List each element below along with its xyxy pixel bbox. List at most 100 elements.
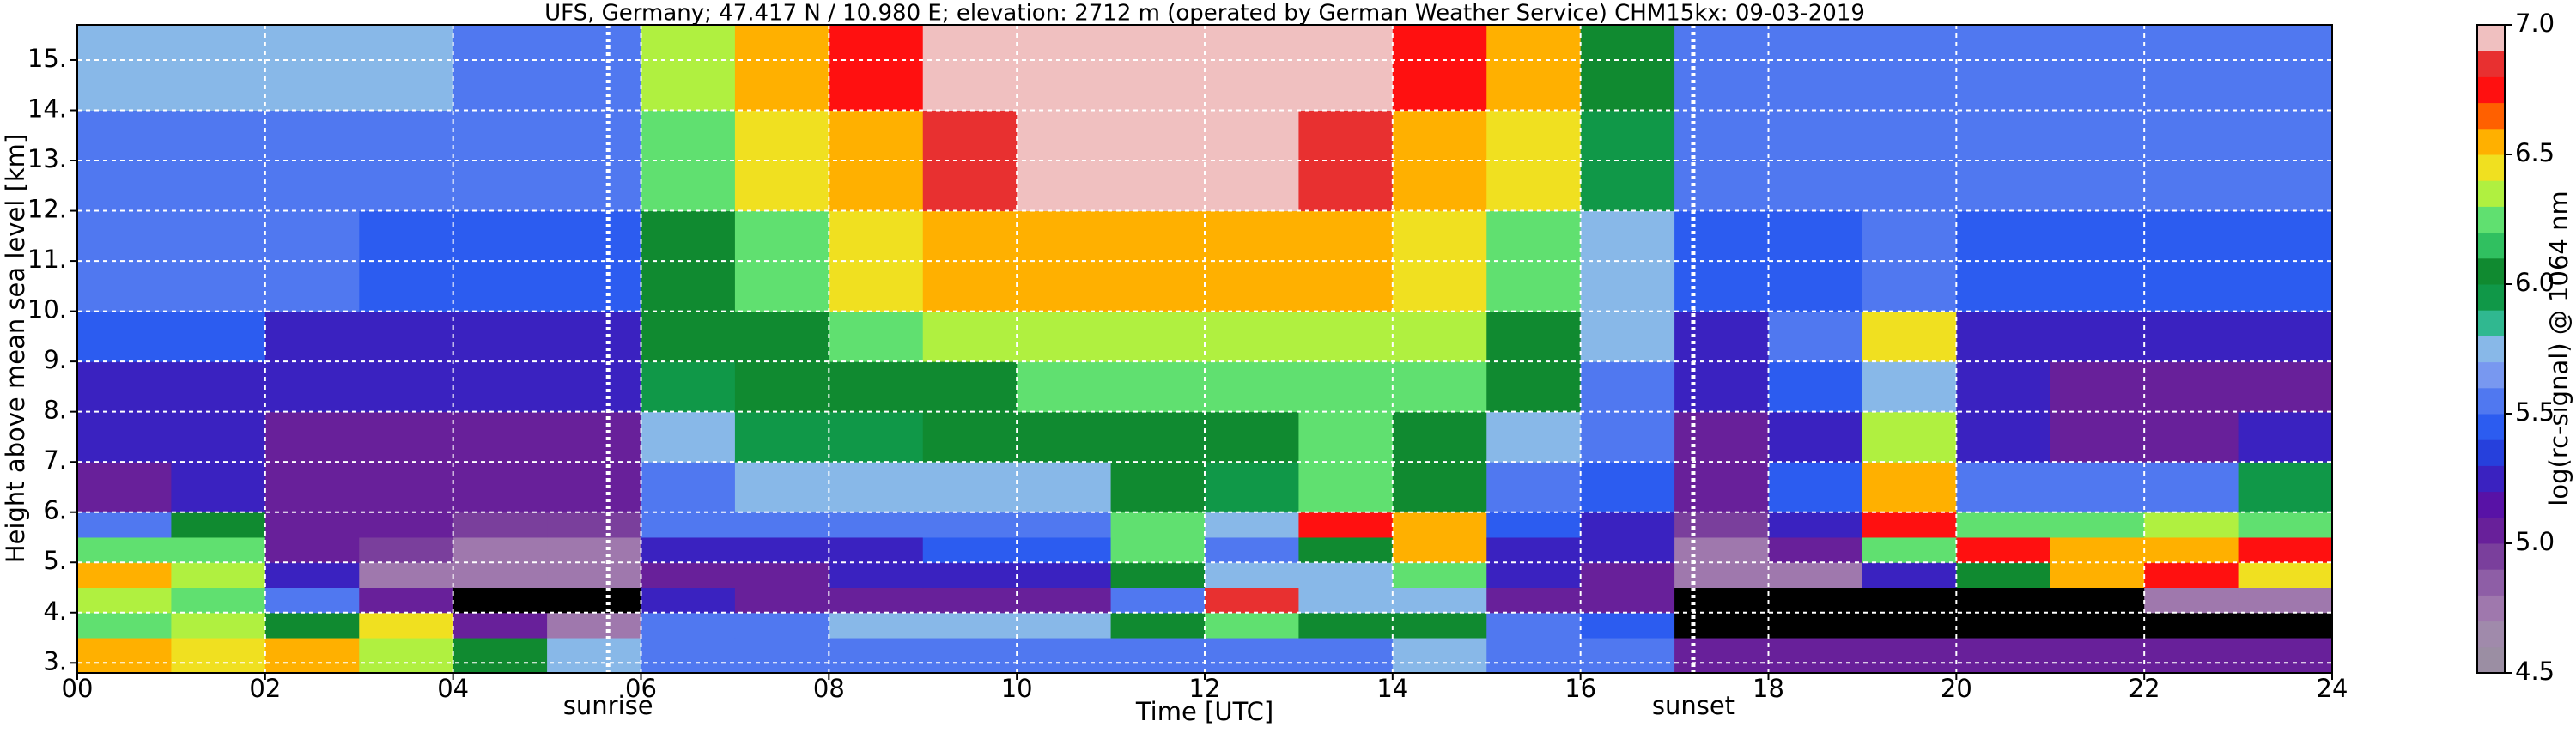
x-tick-label: 06 [625, 674, 657, 703]
heatmap-cell [1486, 25, 1582, 111]
heatmap-cell [359, 411, 454, 463]
heatmap-cell [547, 512, 641, 538]
heatmap-cell [547, 587, 641, 614]
heatmap-cell [922, 587, 1018, 614]
heatmap-cell [547, 25, 641, 111]
heatmap-cell [2144, 411, 2239, 463]
heatmap-cell [2050, 361, 2145, 413]
heatmap-cell [1956, 25, 2051, 111]
heatmap-cell [453, 411, 548, 463]
colorbar-swatch [2477, 491, 2505, 518]
heatmap-cell [2144, 361, 2239, 413]
heatmap-cell [171, 562, 266, 589]
heatmap-cell [1486, 562, 1582, 589]
heatmap-cell [2144, 562, 2239, 589]
heatmap-cell [77, 562, 172, 589]
y-tick-label: 4. [43, 597, 67, 626]
heatmap-cell [1298, 638, 1394, 674]
heatmap-cell [734, 361, 829, 413]
y-tick-label: 11. [27, 245, 67, 274]
heatmap-cell [264, 311, 360, 362]
heatmap-cell [1392, 110, 1487, 212]
heatmap-cell [2238, 638, 2333, 674]
heatmap-cell [641, 311, 736, 362]
heatmap-cell [829, 587, 924, 614]
heatmap-cell [1956, 462, 2051, 513]
colorbar-swatch [2477, 387, 2505, 415]
heatmap-cell [641, 361, 736, 413]
heatmap-cell [1205, 462, 1299, 513]
heatmap-cell [641, 411, 736, 463]
heatmap-cell [1486, 512, 1582, 538]
heatmap-cell [1674, 25, 1769, 111]
heatmap-cell [922, 512, 1018, 538]
heatmap-cell [2050, 462, 2145, 513]
heatmap-cell [1017, 536, 1112, 563]
colorbar-frame [2476, 24, 2506, 674]
heatmap-cell [1110, 612, 1206, 639]
heatmap-cell [1298, 361, 1394, 413]
x-tick-label: 02 [249, 674, 281, 703]
heatmap-cell [734, 587, 829, 614]
heatmap-cell [1956, 512, 2051, 538]
heatmap-cell [2144, 587, 2239, 614]
heatmap-cell [1580, 25, 1675, 111]
heatmap-cell [829, 612, 924, 639]
heatmap-cell [359, 638, 454, 674]
colorbar-swatch [2477, 128, 2505, 155]
heatmap-cell [829, 462, 924, 513]
colorbar-swatch [2477, 102, 2505, 130]
y-tick-label: 7. [43, 445, 67, 475]
y-tick-label: 12. [27, 195, 67, 224]
heatmap-cell [1110, 638, 1206, 674]
heatmap-cell [1862, 411, 1957, 463]
colorbar-swatch [2477, 517, 2505, 544]
heatmap-cell [453, 562, 548, 589]
heatmap-cell [922, 638, 1018, 674]
heatmap-cell [1486, 311, 1582, 362]
heatmap-cell [2050, 562, 2145, 589]
heatmap-cell [77, 587, 172, 614]
heatmap-cell [922, 411, 1018, 463]
heatmap-cell [1956, 638, 2051, 674]
colorbar-swatch [2477, 180, 2505, 207]
colorbar-swatch [2477, 646, 2505, 674]
colorbar-label: log(rc-signal) @ 1064 nm [2544, 191, 2573, 506]
x-tick-label: 20 [1941, 674, 1972, 703]
heatmap-cell [453, 638, 548, 674]
heatmap-cell [1205, 562, 1299, 589]
heatmap-cell [641, 462, 736, 513]
heatmap-cell [1580, 612, 1675, 639]
heatmap-cell [77, 25, 172, 111]
heatmap-cell [547, 638, 641, 674]
heatmap-cell [547, 411, 641, 463]
colorbar-swatch [2477, 206, 2505, 233]
y-tick-label: 15. [27, 44, 67, 73]
heatmap-cell [1392, 587, 1487, 614]
heatmap-cell [1392, 25, 1487, 111]
heatmap-cell [2144, 462, 2239, 513]
heatmap-cell [264, 562, 360, 589]
heatmap-cell [264, 411, 360, 463]
x-tick-label: 18 [1753, 674, 1784, 703]
colorbar-swatch [2477, 257, 2505, 285]
colorbar-swatch [2477, 543, 2505, 570]
x-tick-label: 10 [1001, 674, 1033, 703]
heatmap-cell [359, 512, 454, 538]
heatmap-cell [734, 612, 829, 639]
colorbar-swatch [2477, 232, 2505, 259]
heatmap-cell [2238, 587, 2333, 614]
heatmap-cell [922, 562, 1018, 589]
heatmap-cell [77, 311, 172, 362]
heatmap-cell [1956, 612, 2051, 639]
heatmap-cell [547, 361, 641, 413]
heatmap-cell [171, 536, 266, 563]
heatmap-cell [1768, 512, 1863, 538]
heatmap-cell [1486, 411, 1582, 463]
heatmap-cell [922, 612, 1018, 639]
heatmap-cell [1862, 638, 1957, 674]
heatmap-cell [264, 462, 360, 513]
x-tick-label: 12 [1189, 674, 1221, 703]
heatmap-cell [359, 462, 454, 513]
heatmap-cell [1392, 612, 1487, 639]
